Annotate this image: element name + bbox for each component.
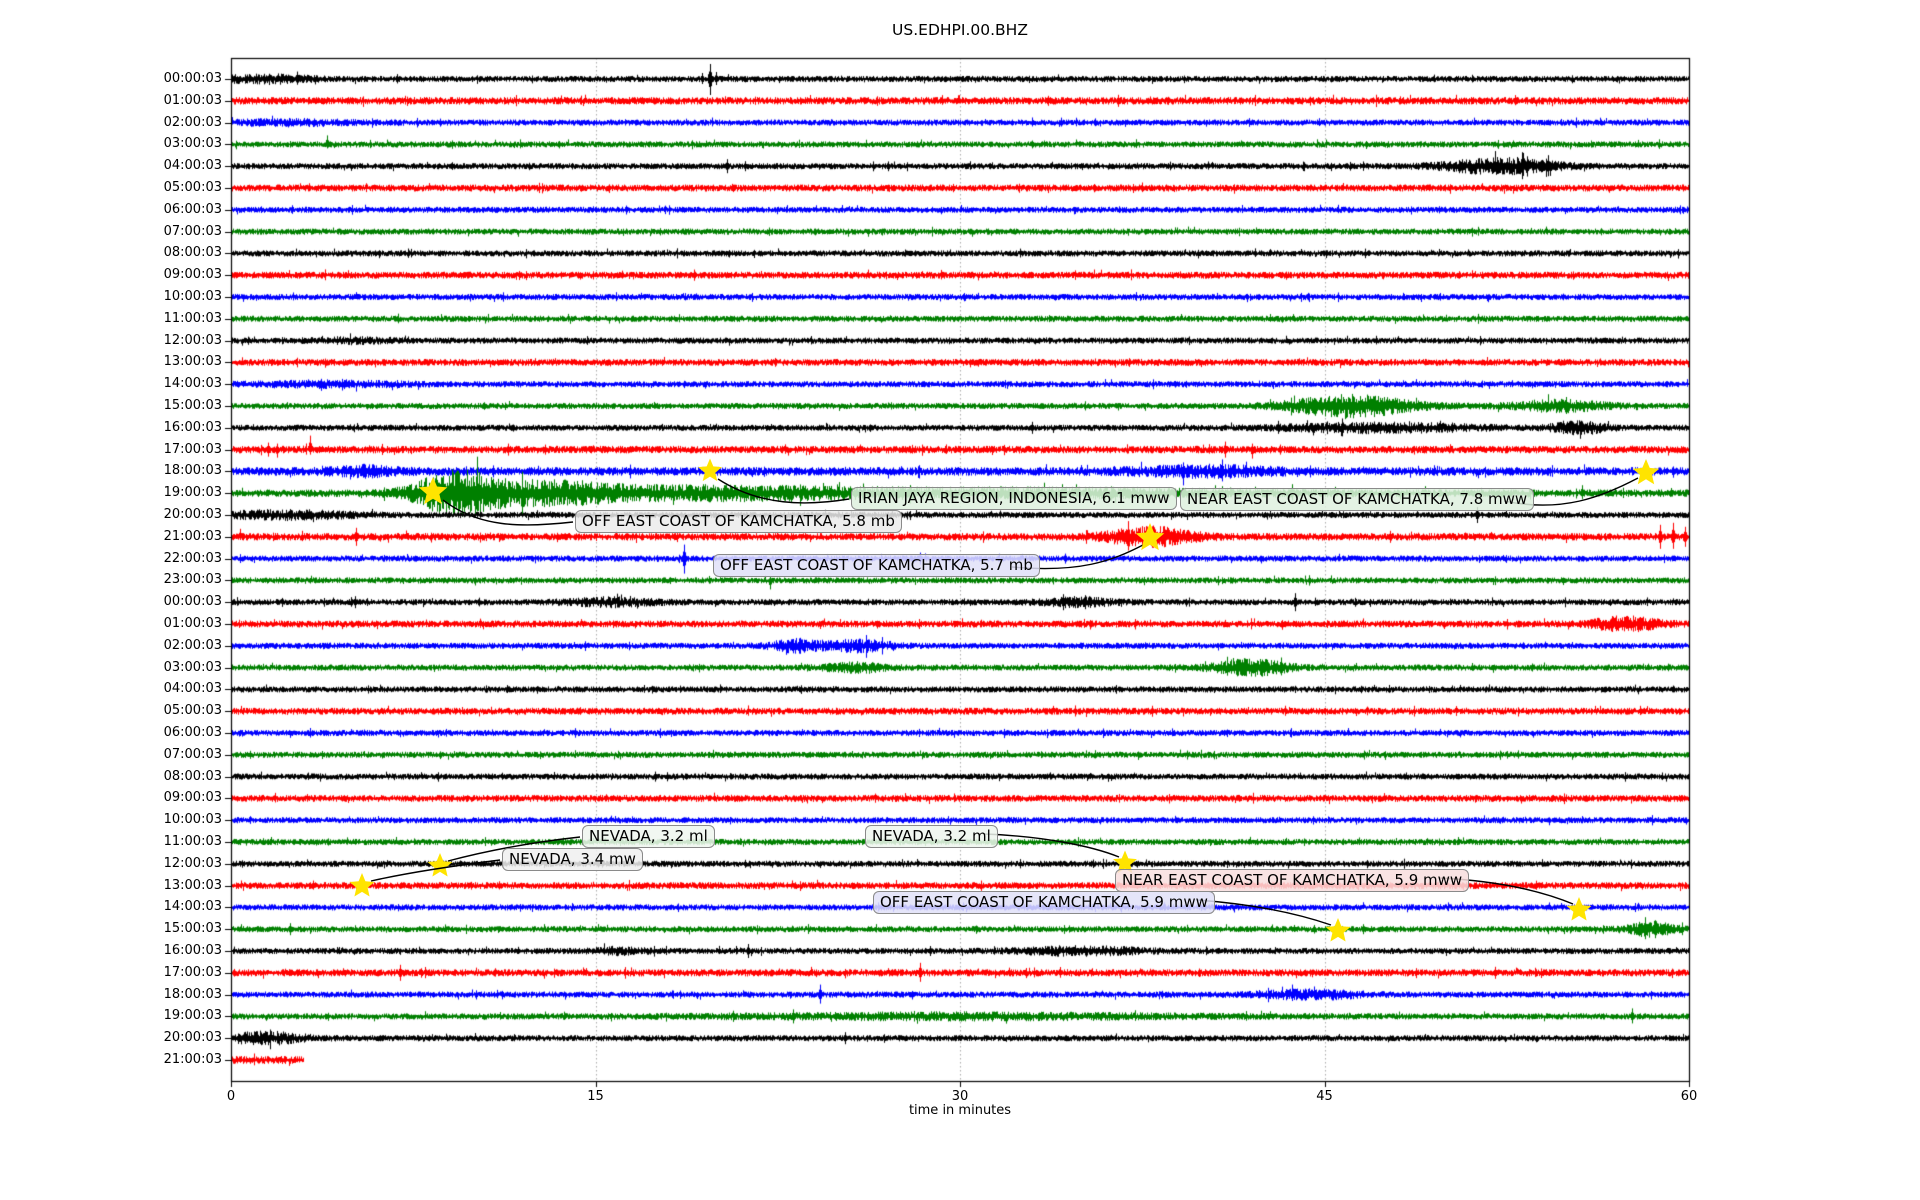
- y-tick-label: 10:00:03: [163, 289, 222, 304]
- y-tick-label: 20:00:03: [163, 507, 222, 522]
- y-tick-label: 18:00:03: [163, 463, 222, 479]
- x-tick-label: 30: [951, 1089, 969, 1104]
- y-tick-label: 07:00:03: [163, 746, 222, 762]
- x-tick-label: 45: [1316, 1089, 1333, 1104]
- y-tick-label: 15:00:03: [163, 921, 222, 937]
- y-tick-label: 17:00:03: [163, 964, 222, 980]
- event-label: IRIAN JAYA REGION, INDONESIA, 6.1 mww: [851, 487, 1177, 510]
- y-tick-label: 01:00:03: [163, 616, 222, 631]
- y-tick-label: 10:00:03: [163, 812, 222, 828]
- x-tick-label: 0: [226, 1089, 236, 1104]
- y-tick-label: 22:00:03: [163, 550, 222, 566]
- y-tick-label: 06:00:03: [163, 201, 222, 217]
- y-tick-label: 01:00:03: [163, 92, 222, 108]
- y-tick-label: 17:00:03: [163, 441, 222, 457]
- y-tick-label: 09:00:03: [163, 790, 222, 806]
- y-tick-label: 21:00:03: [163, 1052, 222, 1067]
- event-label: OFF EAST COAST OF KAMCHATKA, 5.8 mb: [575, 510, 902, 533]
- y-tick-label: 08:00:03: [163, 768, 222, 784]
- y-tick-label: 19:00:03: [163, 1008, 222, 1024]
- y-tick-label: 12:00:03: [163, 332, 222, 348]
- y-tick-label: 00:00:03: [163, 594, 222, 610]
- y-tick-label: 05:00:03: [163, 703, 222, 719]
- event-label: NEVADA, 3.2 ml: [582, 825, 715, 848]
- event-label: NEAR EAST COAST OF KAMCHATKA, 5.9 mww: [1115, 869, 1470, 892]
- y-tick-label: 19:00:03: [163, 485, 222, 501]
- y-tick-label: 11:00:03: [163, 310, 222, 326]
- figure-title: US.EDHPI.00.BHZ: [892, 21, 1028, 39]
- y-tick-label: 23:00:03: [163, 572, 222, 588]
- event-label: OFF EAST COAST OF KAMCHATKA, 5.7 mb: [713, 554, 1040, 577]
- y-tick-label: 18:00:03: [163, 986, 222, 1002]
- y-tick-label: 02:00:03: [163, 637, 222, 653]
- y-tick-label: 12:00:03: [163, 855, 222, 871]
- y-tick-label: 13:00:03: [163, 877, 222, 893]
- x-tick-label: 15: [587, 1089, 604, 1104]
- y-tick-label: 14:00:03: [163, 376, 222, 392]
- y-tick-label: 09:00:03: [163, 267, 222, 283]
- y-tick-label: 15:00:03: [163, 398, 222, 413]
- y-tick-label: 02:00:03: [163, 114, 222, 130]
- y-tick-label: 05:00:03: [163, 180, 222, 195]
- y-tick-label: 16:00:03: [163, 419, 222, 435]
- y-tick-label: 13:00:03: [163, 354, 222, 370]
- y-tick-label: 11:00:03: [163, 834, 222, 849]
- y-tick-label: 03:00:03: [163, 136, 222, 152]
- event-label: NEVADA, 3.2 ml: [865, 825, 998, 848]
- y-tick-label: 21:00:03: [163, 528, 222, 544]
- y-tick-label: 16:00:03: [163, 943, 222, 958]
- event-label: OFF EAST COAST OF KAMCHATKA, 5.9 mww: [873, 891, 1215, 914]
- y-tick-label: 07:00:03: [163, 223, 222, 239]
- y-tick-label: 14:00:03: [163, 899, 222, 915]
- x-tick-label: 60: [1680, 1089, 1698, 1104]
- y-tick-label: 06:00:03: [163, 725, 222, 740]
- y-tick-label: 20:00:03: [163, 1030, 222, 1046]
- y-tick-label: 04:00:03: [163, 158, 222, 174]
- event-label: NEAR EAST COAST OF KAMCHATKA, 7.8 mww: [1180, 488, 1535, 511]
- x-axis-title: time in minutes: [908, 1103, 1012, 1118]
- y-tick-label: 04:00:03: [163, 681, 222, 697]
- y-tick-label: 00:00:03: [163, 71, 222, 86]
- y-tick-label: 08:00:03: [163, 245, 222, 261]
- y-tick-label: 03:00:03: [163, 659, 222, 675]
- event-label: NEVADA, 3.4 mw: [502, 848, 643, 871]
